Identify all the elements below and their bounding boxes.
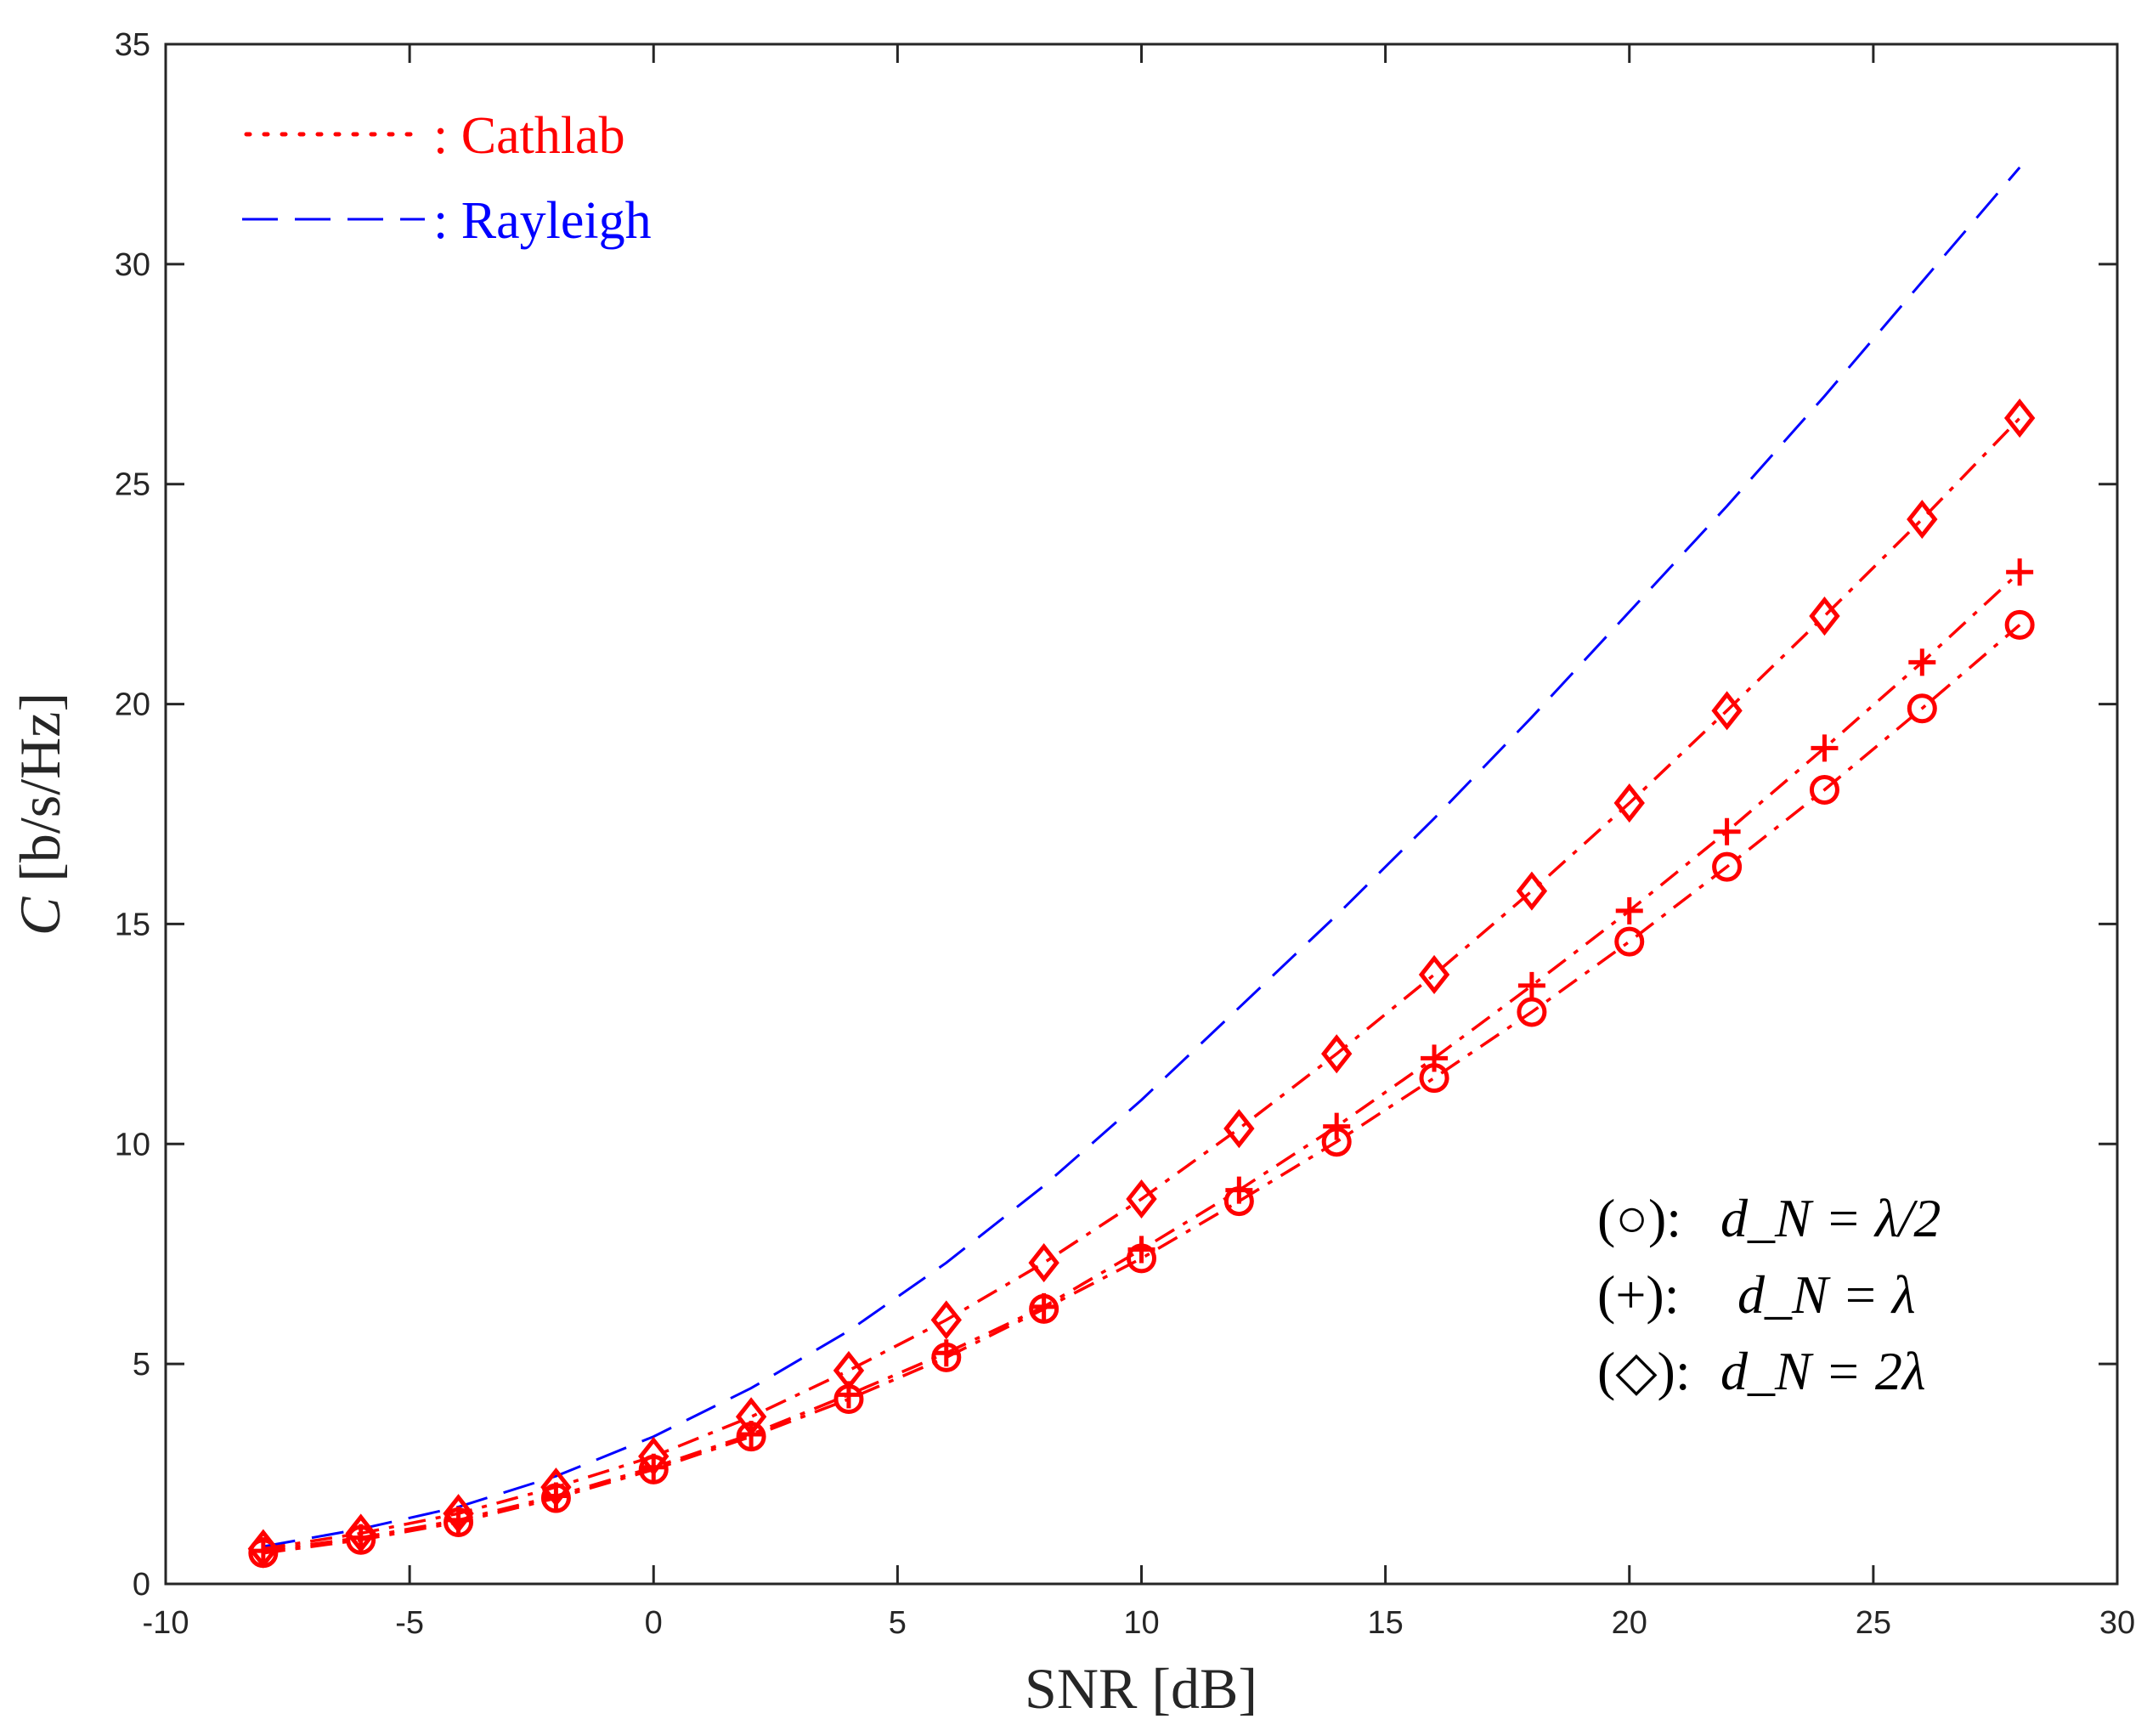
data-point-circle xyxy=(346,1524,376,1555)
data-point-circle xyxy=(1517,997,1547,1027)
x-tick-label: -5 xyxy=(395,1605,424,1641)
data-point-diamond xyxy=(1809,596,1840,636)
series-circle xyxy=(248,609,2035,1569)
data-point-diamond xyxy=(1028,1243,1059,1283)
y-axis-units: [b/s/Hz] xyxy=(8,693,72,882)
data-point-diamond xyxy=(1126,1179,1157,1219)
data-point-circle xyxy=(1809,775,1839,806)
data-point-circle xyxy=(931,1342,962,1372)
data-point-plus xyxy=(1517,971,1545,999)
data-point-diamond xyxy=(1418,954,1450,995)
annotation-marker-circle: (○): xyxy=(1597,1188,1681,1248)
y-tick-label: 20 xyxy=(115,687,150,723)
legend: : Cathlab : Rayleigh xyxy=(242,107,652,250)
marker-annotation: (○): d_N = λ/2 (+): d_N = λ (◇): d_N = 2… xyxy=(1597,1188,1941,1401)
x-tick-label: 0 xyxy=(645,1605,663,1641)
annotation-text-circle: d_N = λ/2 xyxy=(1720,1188,1941,1248)
x-tick-label: 10 xyxy=(1123,1605,1159,1641)
data-point-circle xyxy=(1029,1293,1059,1324)
data-point-circle xyxy=(1907,693,1937,724)
data-point-circle xyxy=(1321,1127,1352,1157)
data-point-plus xyxy=(1908,648,1936,676)
data-point-circle xyxy=(1127,1243,1156,1274)
data-point-circle xyxy=(248,1538,279,1569)
data-point-circle xyxy=(540,1483,571,1513)
y-tick-label: 10 xyxy=(115,1127,150,1162)
data-point-diamond xyxy=(1711,691,1743,731)
x-tick-label: 25 xyxy=(1856,1605,1891,1641)
series-layer xyxy=(247,167,2036,1569)
legend-label-cathlab: : Cathlab xyxy=(433,107,625,165)
x-tick-label: -10 xyxy=(143,1605,189,1641)
data-point-circle xyxy=(1712,851,1743,882)
y-tick-label: 35 xyxy=(115,27,150,63)
series-line-circle xyxy=(263,624,2021,1555)
data-point-diamond xyxy=(930,1300,962,1340)
y-tick-label: 0 xyxy=(133,1567,150,1603)
annotation-text-diamond: d_N = 2λ xyxy=(1720,1341,1926,1401)
y-axis-symbol: C xyxy=(8,896,72,936)
x-tick-label: 5 xyxy=(889,1605,907,1641)
data-point-plus xyxy=(1811,734,1839,762)
annotation-text-plus: d_N = λ xyxy=(1737,1264,1916,1325)
annotation-marker-plus: (+): xyxy=(1597,1264,1680,1325)
x-tick-label: 30 xyxy=(2099,1605,2135,1641)
data-point-circle xyxy=(638,1454,669,1484)
legend-label-rayleigh: : Rayleigh xyxy=(433,192,652,250)
y-tick-label: 15 xyxy=(115,907,150,942)
data-point-circle xyxy=(833,1384,864,1415)
data-point-circle xyxy=(2004,609,2035,640)
data-point-plus xyxy=(1713,817,1741,845)
data-point-circle xyxy=(736,1422,766,1452)
data-point-plus xyxy=(1615,896,1643,925)
x-tick-label: 15 xyxy=(1367,1605,1403,1641)
y-tick-label: 30 xyxy=(115,247,150,283)
data-point-diamond xyxy=(1907,500,1938,540)
data-point-diamond xyxy=(1613,783,1645,823)
data-point-diamond xyxy=(1516,871,1548,911)
data-point-diamond xyxy=(1321,1034,1353,1074)
x-axis-label: SNR [dB] xyxy=(1025,1656,1257,1721)
data-point-circle xyxy=(1419,1063,1449,1094)
data-point-diamond xyxy=(2003,399,2036,438)
data-point-diamond xyxy=(1223,1109,1255,1149)
annotation-marker-diamond: (◇): xyxy=(1597,1341,1691,1401)
data-point-circle xyxy=(1614,926,1645,957)
series-rayleigh xyxy=(263,167,2021,1548)
x-tick-label: 20 xyxy=(1612,1605,1647,1641)
data-point-plus xyxy=(1323,1112,1351,1140)
series-line-rayleigh xyxy=(263,167,2021,1548)
y-axis-label: C [b/s/Hz] xyxy=(8,693,72,936)
data-point-circle xyxy=(444,1507,474,1538)
y-tick-label: 25 xyxy=(115,467,150,503)
tick-layer: -10 -5 0 5 10 15 20 25 30 0 5 10 15 20 25 30 35 xyxy=(115,27,2135,1641)
data-point-plus xyxy=(2006,558,2034,586)
data-point-circle xyxy=(1223,1186,1254,1217)
y-tick-label: 5 xyxy=(133,1347,150,1383)
